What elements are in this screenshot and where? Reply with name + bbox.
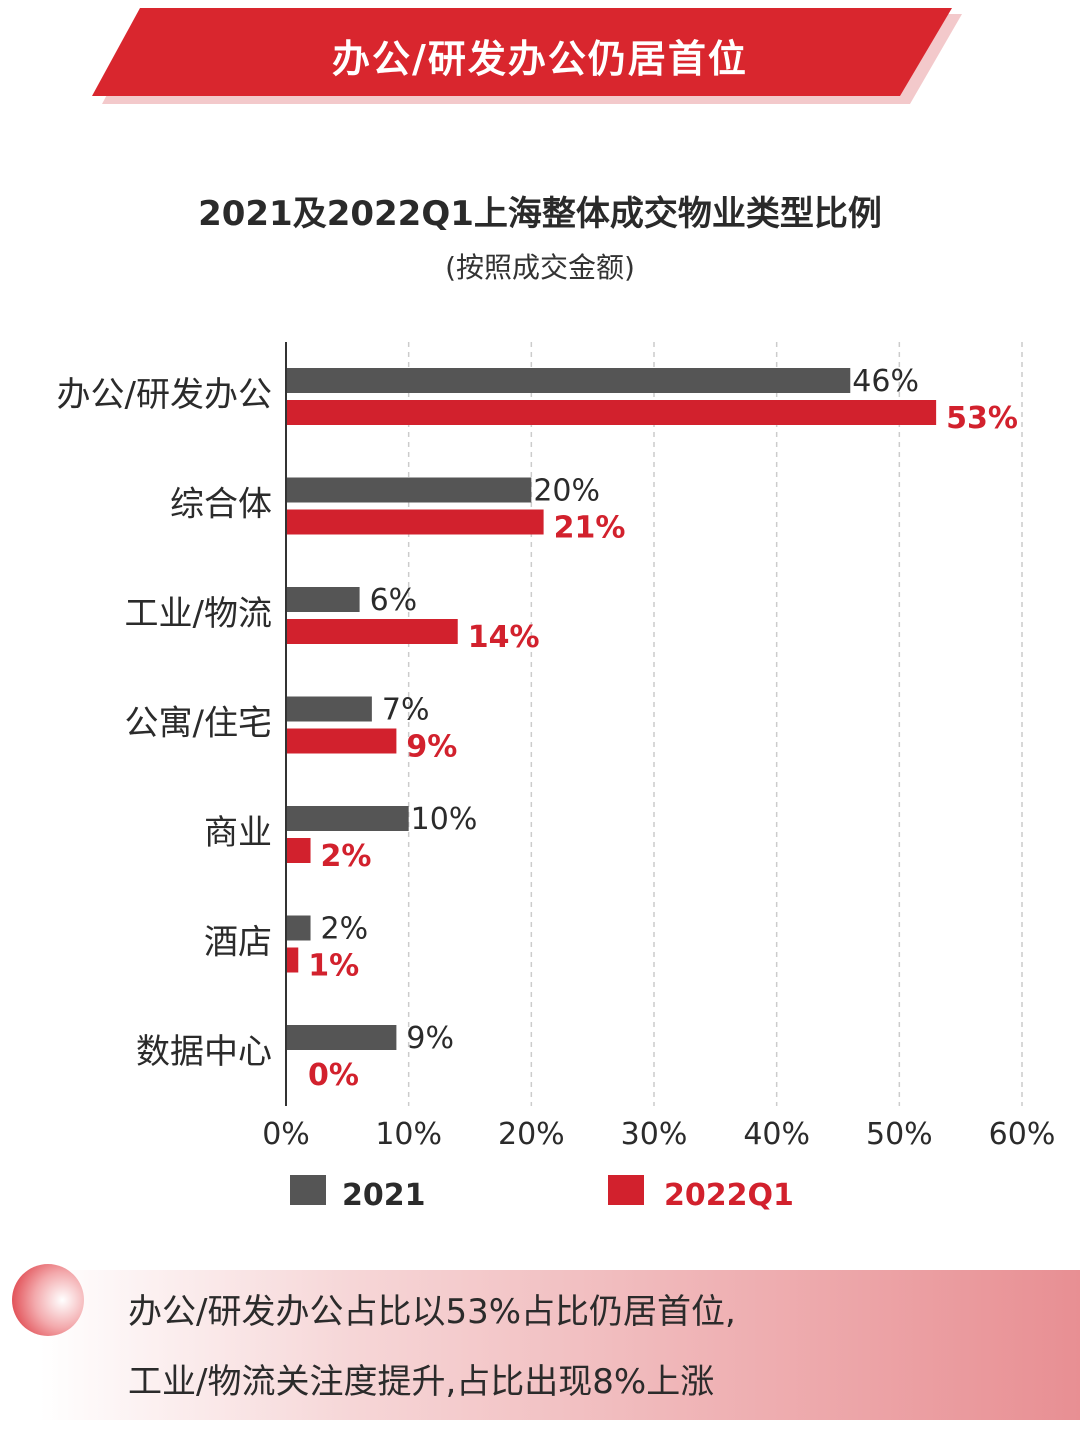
category-label: 公寓/住宅 — [125, 704, 272, 744]
bar-2021 — [286, 368, 851, 393]
x-tick-label: 20% — [498, 1117, 565, 1152]
bar-2022q1 — [286, 400, 937, 425]
value-label-2021: 6% — [370, 583, 418, 618]
value-label-2022q1: 9% — [406, 730, 457, 765]
value-label-2021: 10% — [411, 802, 478, 837]
banner-shape — [92, 8, 962, 104]
banner-background — [92, 8, 952, 96]
value-label-2021: 7% — [382, 693, 430, 728]
x-tick-label: 50% — [866, 1117, 933, 1152]
chart-subtitle: (按照成交金额) — [445, 251, 635, 284]
value-label-2021: 9% — [406, 1021, 454, 1056]
footer-line-2: 工业/物流关注度提升,占比出现8%上涨 — [128, 1362, 715, 1402]
x-tick-label: 0% — [262, 1117, 310, 1152]
header-banner: 办公/研发办公仍居首位 — [0, 0, 1080, 110]
footer-background — [40, 1270, 1080, 1420]
value-label-2021: 46% — [852, 364, 919, 399]
legend-swatch-2021 — [290, 1175, 326, 1205]
value-label-2022q1: 14% — [468, 620, 540, 655]
value-label-2022q1: 21% — [554, 511, 626, 546]
value-label-2022q1: 2% — [321, 839, 372, 874]
bar-2021 — [286, 1025, 397, 1050]
bar-2021 — [286, 806, 409, 831]
category-label: 商业 — [204, 813, 272, 853]
category-label: 办公/研发办公 — [57, 375, 272, 415]
x-tick-label: 40% — [743, 1117, 810, 1152]
legend-swatch-2022q1 — [608, 1175, 644, 1205]
value-label-2021: 2% — [321, 912, 369, 947]
x-tick-label: 60% — [989, 1117, 1056, 1152]
bar-2022q1 — [286, 509, 544, 535]
bar-2021 — [286, 587, 360, 612]
banner-title: 办公/研发办公仍居首位 — [332, 37, 748, 81]
bar-2022q1 — [286, 728, 397, 754]
legend-label-2022q1: 2022Q1 — [664, 1178, 794, 1213]
bar-2021 — [286, 696, 372, 722]
bar-2022q1 — [286, 838, 311, 863]
footer-decoration-circle — [12, 1264, 84, 1336]
bar-2021 — [286, 915, 311, 941]
category-label: 综合体 — [170, 485, 272, 525]
category-label: 酒店 — [204, 923, 272, 963]
footer-summary: 办公/研发办公占比以53%占比仍居首位, 工业/物流关注度提升,占比出现8%上涨 — [0, 1262, 1080, 1422]
chart-title: 2021及2022Q1上海整体成交物业类型比例 — [198, 194, 882, 234]
category-label: 工业/物流 — [125, 594, 272, 634]
value-label-2021: 20% — [533, 474, 600, 509]
value-label-2022q1: 53% — [946, 401, 1018, 436]
bar-2022q1 — [286, 619, 458, 644]
x-tick-label: 30% — [621, 1117, 688, 1152]
bar-2022q1 — [286, 947, 299, 973]
value-label-2022q1: 1% — [308, 949, 359, 984]
footer-line-1: 办公/研发办公占比以53%占比仍居首位, — [128, 1292, 736, 1332]
category-label: 数据中心 — [136, 1032, 272, 1072]
legend-label-2021: 2021 — [342, 1178, 426, 1213]
value-label-2022q1: 0% — [308, 1058, 359, 1093]
bar-2021 — [286, 477, 532, 503]
bar-chart: 46%53%办公/研发办公20%21%综合体6%14%工业/物流7%9%公寓/住… — [57, 342, 1056, 1213]
x-tick-label: 10% — [375, 1117, 442, 1152]
